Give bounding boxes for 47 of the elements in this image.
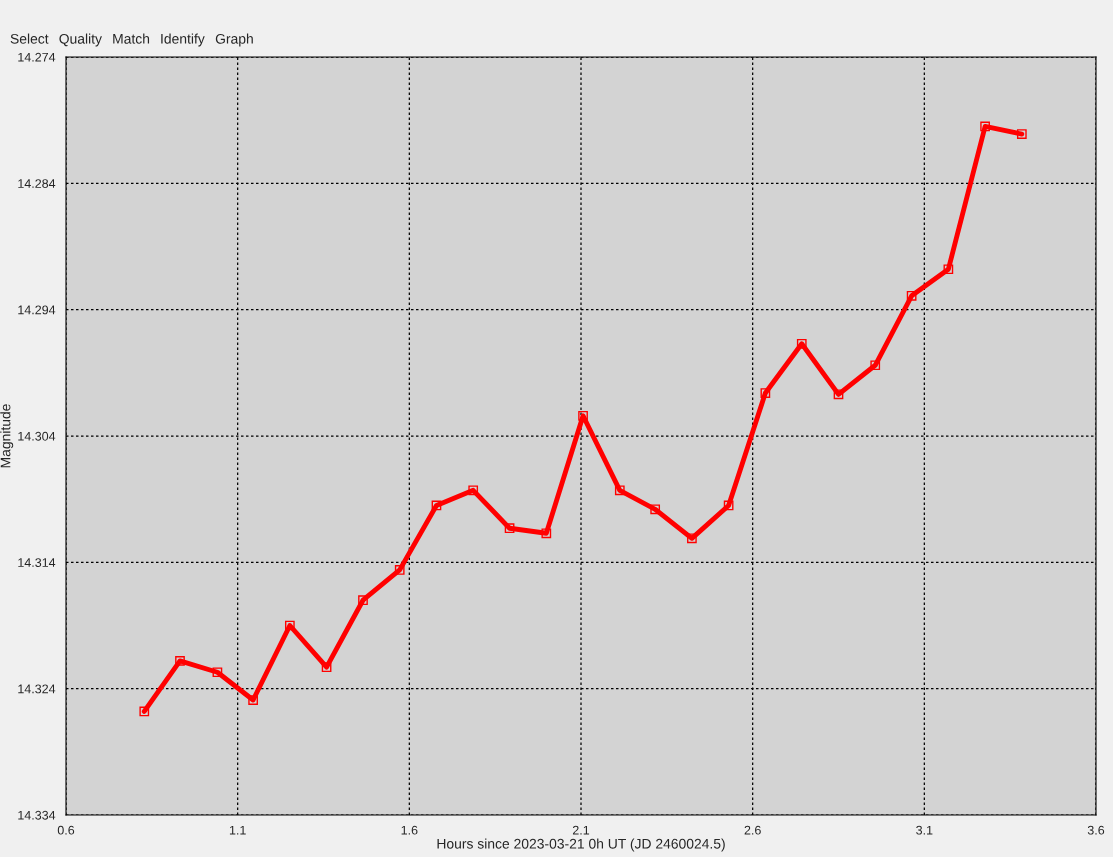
point xyxy=(906,290,917,301)
point xyxy=(578,410,588,421)
point xyxy=(687,533,697,544)
point xyxy=(358,595,368,606)
x-tick-label: 1.6 xyxy=(401,825,418,835)
y-tick-label: 14.294 xyxy=(18,305,56,315)
point xyxy=(468,485,479,496)
point xyxy=(760,388,771,398)
point xyxy=(248,695,258,705)
x-tick-label: 0.6 xyxy=(57,825,75,835)
text: Quality xyxy=(59,33,102,47)
point xyxy=(723,500,734,511)
point xyxy=(1016,129,1027,139)
y-tick-label: 14.284 xyxy=(18,179,56,188)
point xyxy=(614,485,625,496)
y-tick-label: 14.324 xyxy=(18,684,56,694)
text: Match xyxy=(113,33,150,44)
point xyxy=(139,706,150,717)
x-tick-label: 2.1 xyxy=(572,825,590,835)
point xyxy=(541,528,552,539)
text: Select xyxy=(10,33,49,44)
line-series xyxy=(139,121,1027,717)
x-tick-label: 1.1 xyxy=(229,825,246,835)
text: Identify xyxy=(161,33,205,47)
point xyxy=(284,620,295,631)
y-axis-title: Magnitude xyxy=(0,404,14,468)
text: Graph xyxy=(215,33,253,47)
point xyxy=(796,338,807,349)
point xyxy=(394,565,405,575)
x-axis-title: Hours since 2023-03-21 0h UT (JD 2460024.5) xyxy=(437,838,725,852)
x-tick-label: 3.6 xyxy=(1087,825,1105,835)
y-tick-label: 14.274 xyxy=(18,52,56,62)
point xyxy=(212,667,223,678)
point xyxy=(321,662,332,673)
point xyxy=(175,656,185,666)
point xyxy=(980,121,990,132)
point xyxy=(431,500,442,511)
y-tick-label: 14.334 xyxy=(18,810,56,820)
point xyxy=(943,264,954,275)
y-tick-label: 14.314 xyxy=(18,558,56,567)
x-tick-label: 3.1 xyxy=(916,825,933,835)
x-tick-label: 2.6 xyxy=(744,825,761,835)
point xyxy=(870,360,881,371)
point xyxy=(833,389,844,400)
point xyxy=(504,523,515,534)
y-tick-label: 14.304 xyxy=(18,431,56,441)
point xyxy=(650,504,661,515)
